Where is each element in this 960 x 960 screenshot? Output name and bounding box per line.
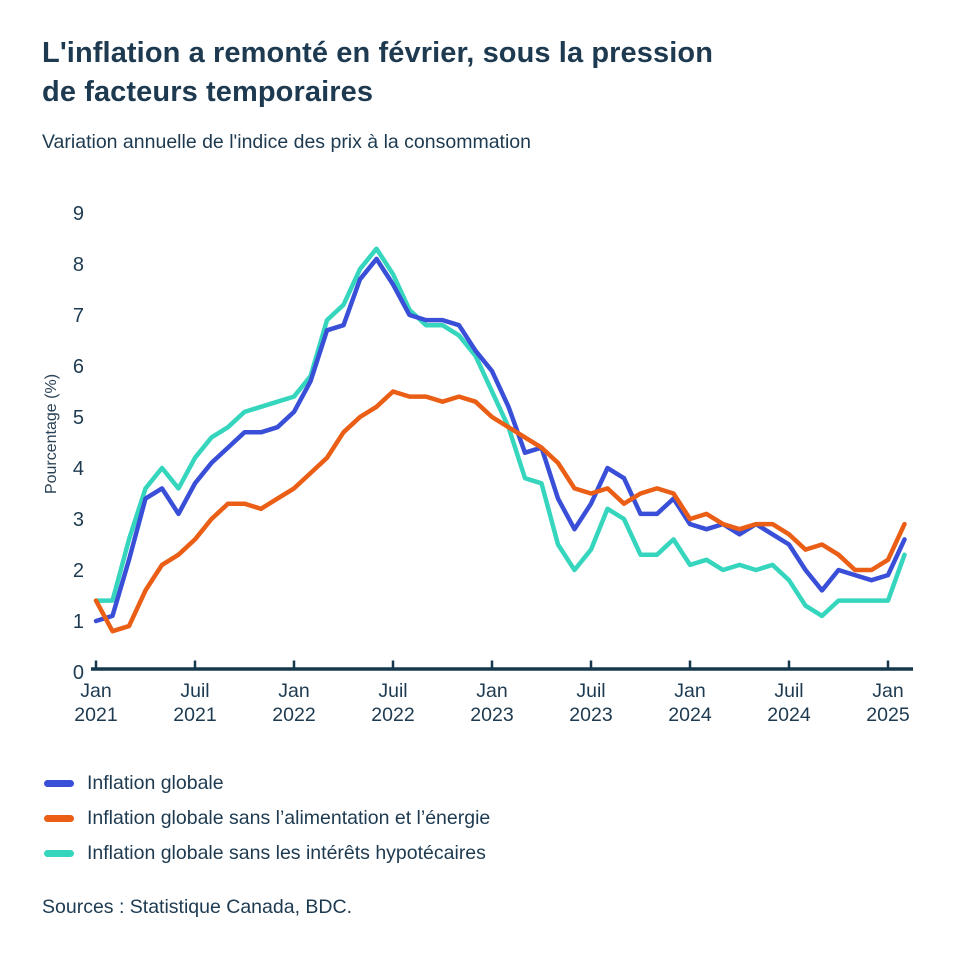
x-axis [91,660,913,671]
svg-text:0: 0 [73,662,84,684]
svg-text:Jan: Jan [278,680,309,702]
svg-text:2023: 2023 [569,704,612,726]
svg-text:Juil: Juil [180,680,209,702]
svg-text:Jan: Jan [872,680,903,702]
legend-item-1: Inflation globale [44,766,490,801]
svg-text:2024: 2024 [668,704,712,726]
chart-title: L'inflation a remonté en février, sous l… [42,34,713,112]
chart-lines [93,246,907,634]
svg-text:2024: 2024 [767,704,811,726]
svg-text:2022: 2022 [371,704,414,726]
svg-text:Juil: Juil [576,680,605,702]
chart-title-line-2: de facteurs temporaires [42,76,374,108]
svg-text:2: 2 [73,560,84,582]
legend-swatch-2 [44,815,74,822]
svg-text:2021: 2021 [173,704,216,726]
svg-text:3: 3 [73,509,84,531]
chart-legend: Inflation globale Inflation globale sans … [44,766,490,871]
svg-text:6: 6 [73,356,84,378]
svg-text:7: 7 [73,305,84,327]
line-series-1 [93,256,907,624]
legend-label-1: Inflation globale [87,772,224,794]
svg-text:Juil: Juil [378,680,407,702]
svg-text:2021: 2021 [74,704,117,726]
legend-item-2: Inflation globale sans l’alimentation et… [44,801,490,836]
legend-label-2: Inflation globale sans l’alimentation et… [87,807,491,829]
y-axis-tick-labels: 0 1 2 3 4 5 6 7 8 9 [73,203,84,684]
svg-text:Jan: Jan [674,680,705,702]
svg-text:2023: 2023 [470,704,513,726]
legend-swatch-3 [44,850,74,857]
svg-text:9: 9 [73,203,84,225]
chart-subtitle: Variation annuelle de l'indice des prix … [42,131,531,153]
chart-title-line-1: L'inflation a remonté en février, sous l… [42,37,714,69]
line-series-3 [93,246,907,619]
svg-text:5: 5 [73,407,84,429]
svg-text:4: 4 [73,458,84,480]
svg-text:1: 1 [73,611,84,633]
svg-text:2025: 2025 [866,704,910,726]
legend-swatch-1 [44,780,74,787]
svg-text:Jan: Jan [80,680,111,702]
svg-text:Juil: Juil [774,680,803,702]
svg-text:Jan: Jan [476,680,507,702]
svg-text:2022: 2022 [272,704,315,726]
svg-text:8: 8 [73,254,84,276]
sources-note: Sources : Statistique Canada, BDC. [42,896,352,918]
legend-item-3: Inflation globale sans les intérêts hypo… [44,836,490,871]
legend-label-3: Inflation globale sans les intérêts hypo… [87,842,486,864]
line-series-2 [93,389,907,634]
x-axis-tick-labels: Jan2021Juil2021Jan2022Juil2022Jan2023Jui… [74,680,910,726]
